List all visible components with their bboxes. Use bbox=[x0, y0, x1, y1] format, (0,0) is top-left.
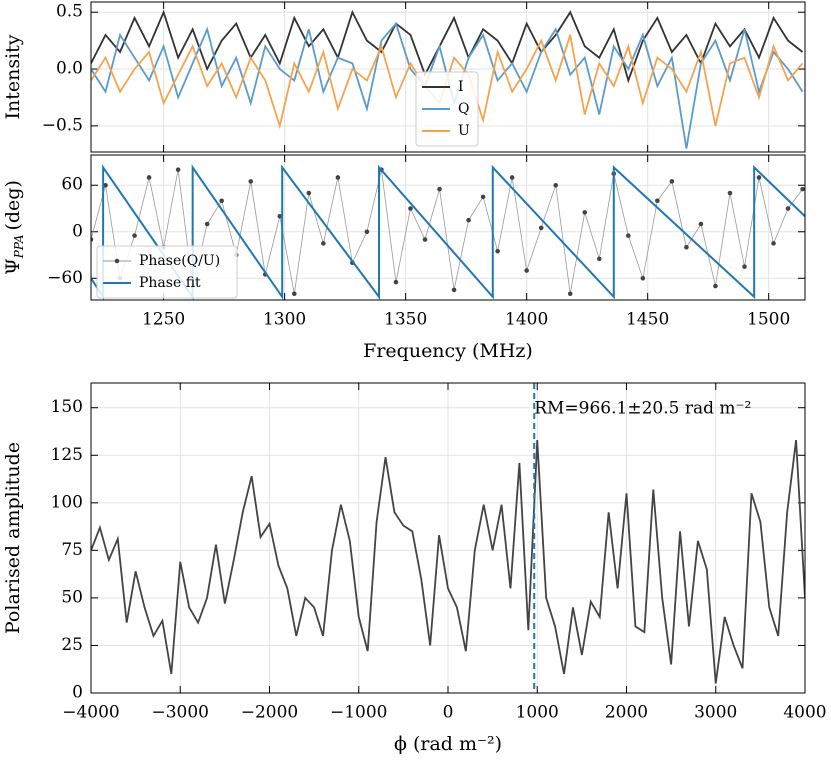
point bbox=[335, 175, 341, 180]
point bbox=[771, 241, 776, 246]
point bbox=[553, 182, 559, 188]
legend-label: Phase(Q/U) bbox=[139, 253, 220, 269]
label-unit: (deg) bbox=[2, 180, 24, 230]
axes-frame bbox=[90, 1, 806, 153]
point bbox=[132, 233, 137, 238]
y-tick-label: −0.5 bbox=[42, 115, 83, 135]
x-tick-label: 3000 bbox=[694, 703, 737, 723]
axes-frame bbox=[90, 154, 806, 301]
point bbox=[626, 233, 631, 238]
point bbox=[321, 241, 326, 246]
point bbox=[204, 221, 210, 227]
y-tick-label: 100 bbox=[51, 492, 83, 512]
point bbox=[146, 175, 152, 180]
point bbox=[727, 190, 733, 196]
series-line bbox=[91, 439, 805, 684]
x-tick-label: 1000 bbox=[516, 703, 559, 723]
y-axis-label: Polarised amplitude bbox=[2, 442, 24, 634]
legend-label: Phase fit bbox=[139, 275, 201, 291]
y-tick-label: 75 bbox=[61, 540, 83, 560]
x-tick-label: 1400 bbox=[505, 310, 548, 330]
point bbox=[466, 217, 471, 223]
x-axis-label: ϕ (rad m⁻²) bbox=[394, 733, 502, 755]
point bbox=[713, 283, 718, 289]
point bbox=[422, 237, 428, 242]
point bbox=[437, 186, 442, 192]
point bbox=[306, 190, 312, 196]
point bbox=[582, 210, 588, 215]
label-symbol: Ψ bbox=[2, 258, 24, 275]
point bbox=[742, 264, 747, 269]
y-tick-label: 25 bbox=[61, 635, 83, 655]
legend-box bbox=[96, 245, 238, 299]
point bbox=[219, 198, 224, 204]
legend-label: I bbox=[458, 79, 464, 95]
point bbox=[495, 248, 500, 254]
point bbox=[524, 268, 529, 273]
y-tick-label: 50 bbox=[61, 587, 83, 607]
point bbox=[800, 186, 805, 192]
y-tick-label: 0.5 bbox=[56, 2, 83, 22]
point bbox=[538, 225, 544, 231]
x-tick-label: 4000 bbox=[783, 703, 826, 723]
y-tick-label: 150 bbox=[51, 397, 83, 417]
series-line bbox=[91, 169, 803, 294]
point bbox=[91, 237, 94, 242]
x-tick-label: −2000 bbox=[241, 703, 299, 723]
x-tick-label: 1300 bbox=[263, 310, 306, 330]
point bbox=[785, 206, 791, 211]
y-tick-label: 60 bbox=[61, 175, 83, 195]
legend-label: U bbox=[458, 123, 470, 139]
point bbox=[103, 182, 108, 188]
series-line bbox=[91, 9, 804, 84]
x-tick-label: 1450 bbox=[626, 310, 669, 330]
point bbox=[509, 175, 515, 180]
y-axis-label: ΨPPA (deg) bbox=[2, 180, 26, 275]
x-tick-label: 1500 bbox=[747, 310, 790, 330]
y-tick-label: 125 bbox=[51, 445, 83, 465]
legend-marker bbox=[114, 258, 120, 264]
x-tick-label: −3000 bbox=[151, 703, 209, 723]
x-tick-label: 0 bbox=[443, 703, 454, 723]
x-tick-label: −1000 bbox=[330, 703, 388, 723]
point bbox=[292, 291, 297, 297]
y-tick-label: 0 bbox=[72, 221, 83, 241]
series-line bbox=[91, 164, 805, 300]
point bbox=[393, 279, 399, 285]
x-tick-label: 1250 bbox=[142, 310, 185, 330]
x-axis-label: Frequency (MHz) bbox=[363, 340, 533, 362]
point bbox=[567, 291, 573, 297]
axes-frame bbox=[90, 382, 806, 694]
label-sub: PPA bbox=[12, 234, 26, 259]
point bbox=[451, 287, 457, 293]
x-tick-label: −4000 bbox=[62, 703, 120, 723]
point bbox=[655, 198, 660, 204]
plot-area bbox=[91, 439, 805, 684]
x-tick-label: 2000 bbox=[605, 703, 648, 723]
y-tick-label: 0.0 bbox=[56, 59, 83, 79]
point bbox=[480, 194, 486, 200]
point bbox=[248, 179, 254, 184]
legend-label: Q bbox=[458, 101, 469, 117]
point bbox=[756, 175, 762, 180]
point bbox=[408, 206, 413, 211]
point bbox=[684, 244, 689, 250]
y-tick-label: 0 bbox=[72, 683, 83, 703]
point bbox=[698, 221, 704, 227]
point bbox=[277, 213, 283, 219]
y-tick-label: −60 bbox=[47, 268, 83, 288]
point bbox=[669, 179, 675, 184]
point bbox=[640, 275, 646, 281]
annotation: RM=966.1±20.5 rad m⁻² bbox=[534, 399, 751, 419]
y-axis-label: Intensity bbox=[2, 34, 24, 119]
point bbox=[364, 229, 370, 235]
point bbox=[175, 167, 181, 173]
x-tick-label: 1350 bbox=[384, 310, 427, 330]
point bbox=[596, 256, 602, 262]
